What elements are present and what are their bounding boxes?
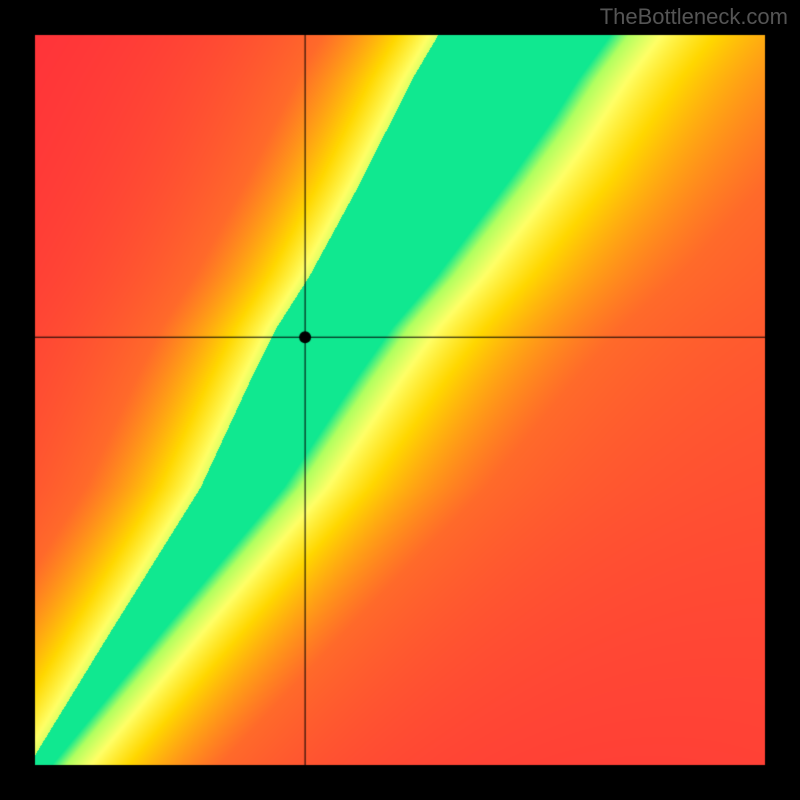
chart-container: TheBottleneck.com — [0, 0, 800, 800]
bottleneck-heatmap-canvas — [0, 0, 800, 800]
watermark-text: TheBottleneck.com — [600, 4, 788, 30]
